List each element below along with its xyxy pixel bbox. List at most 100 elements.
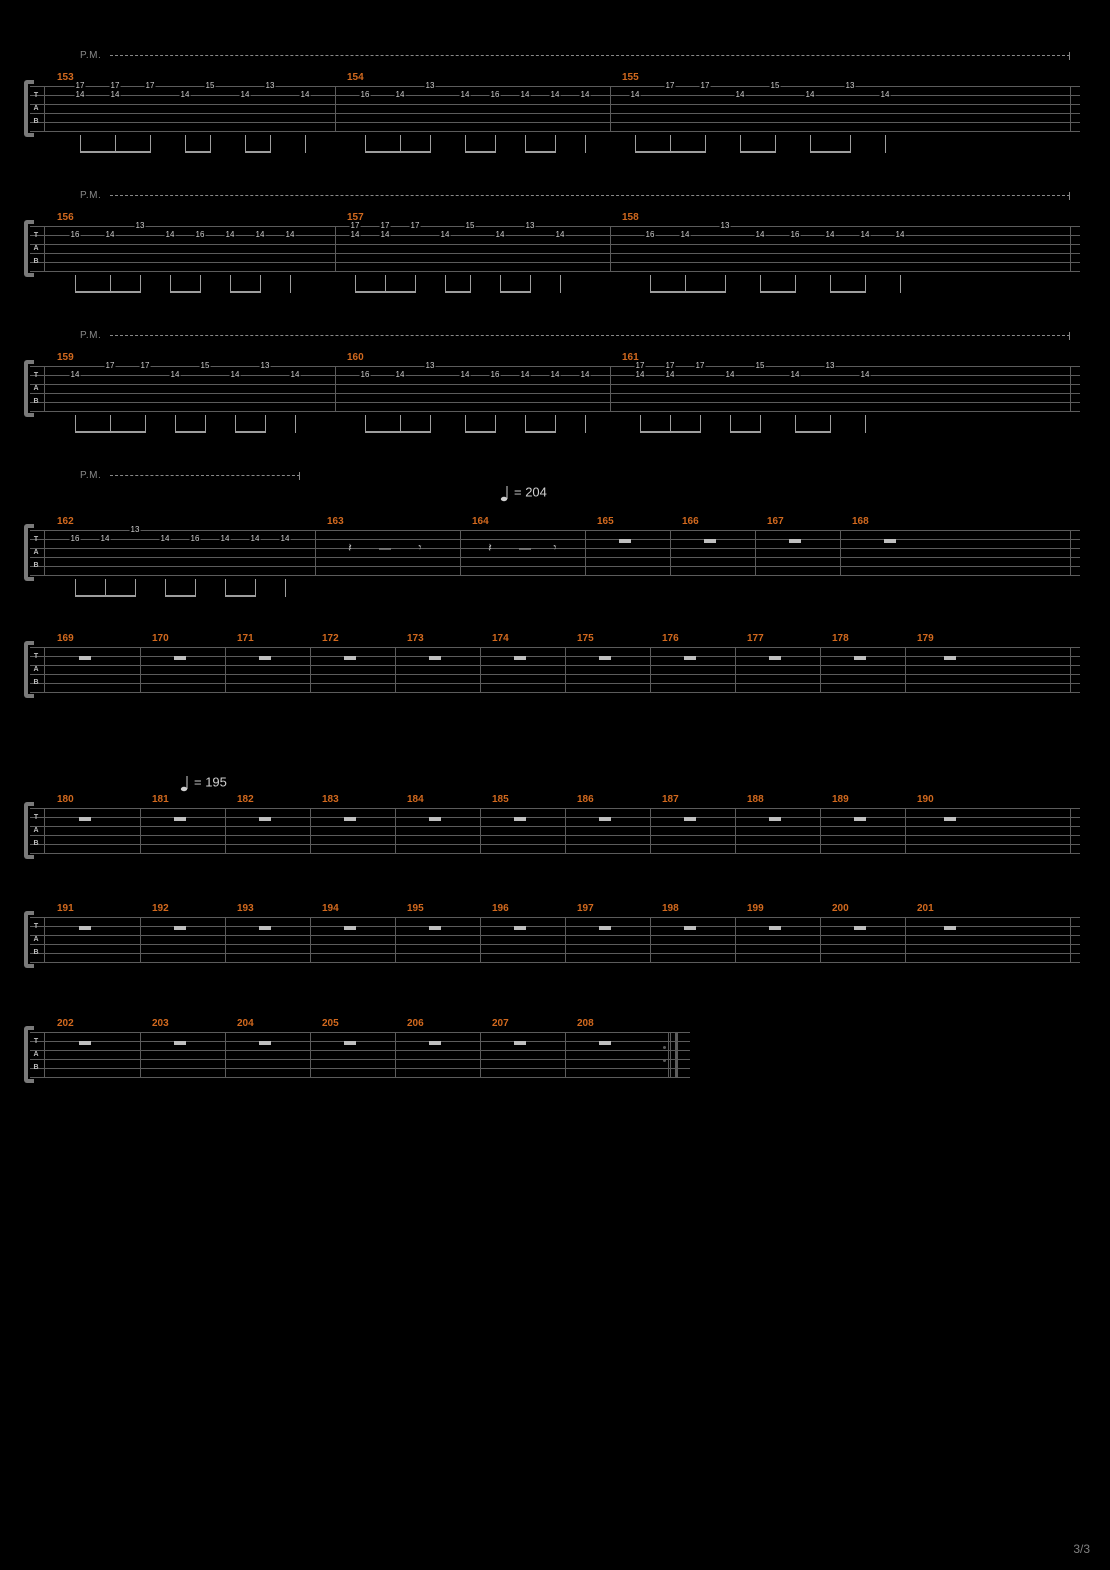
- note-beam: [225, 595, 255, 597]
- barline: [225, 917, 226, 962]
- fret-number-string1: 17: [665, 82, 676, 90]
- bar-number: 197: [577, 903, 594, 914]
- whole-rest: [854, 656, 866, 660]
- bar-number: 170: [152, 633, 169, 644]
- whole-rest: [514, 1041, 526, 1045]
- staff-line: [30, 226, 1080, 227]
- whole-rest: [79, 1041, 91, 1045]
- tab-staff: TAB1316141416141414𝄽—𝄾𝄽—𝄾: [30, 530, 1080, 575]
- note-beam: [185, 151, 210, 153]
- tab-staff: TAB1316141416141414171717151314141414141…: [30, 226, 1080, 271]
- fret-number-string1: 13: [265, 82, 276, 90]
- bar-number: 153: [57, 72, 74, 83]
- barline: [225, 647, 226, 692]
- fret-number-string1: 13: [135, 222, 146, 230]
- note-stem: [760, 415, 761, 433]
- whole-rest: [259, 817, 271, 821]
- note-stem: [885, 135, 886, 153]
- tab-clef-letter: B: [31, 840, 41, 847]
- system-bracket: [24, 364, 28, 413]
- bar-number: 172: [322, 633, 339, 644]
- note-beam: [80, 151, 150, 153]
- whole-rest: [429, 817, 441, 821]
- barline: [1070, 917, 1071, 962]
- note-beam: [235, 431, 265, 433]
- bar-number: 179: [917, 633, 934, 644]
- staff-line: [30, 366, 1080, 367]
- whole-rest: [769, 817, 781, 821]
- bar-number: 195: [407, 903, 424, 914]
- fret-number-string2: 14: [825, 231, 836, 239]
- bar-number: 198: [662, 903, 679, 914]
- palm-mute-label: P.M.: [80, 330, 101, 341]
- fret-number-string2: 16: [190, 535, 201, 543]
- bar-number: 200: [832, 903, 849, 914]
- whole-rest: [599, 817, 611, 821]
- barline: [650, 917, 651, 962]
- note-beam: [165, 595, 195, 597]
- whole-rest: [944, 656, 956, 660]
- fret-number-string2: 14: [520, 371, 531, 379]
- fret-number-string2: 14: [160, 535, 171, 543]
- note-stem: [195, 579, 196, 597]
- fret-number-string1: 15: [200, 362, 211, 370]
- note-beam: [795, 431, 830, 433]
- bar-number: 196: [492, 903, 509, 914]
- fret-number-string2: 14: [495, 231, 506, 239]
- note-beam: [760, 291, 795, 293]
- whole-rest: [944, 817, 956, 821]
- tab-staff: TAB: [30, 917, 1080, 962]
- bar-number: 161: [622, 352, 639, 363]
- fret-number-string1: 17: [105, 362, 116, 370]
- fret-number-string1: 15: [205, 82, 216, 90]
- quarter-note-icon: [500, 484, 510, 502]
- fret-number-string2: 14: [860, 231, 871, 239]
- staff-line: [30, 122, 1080, 123]
- fret-number-string1: 17: [380, 222, 391, 230]
- barline: [820, 917, 821, 962]
- bar-number: 182: [237, 794, 254, 805]
- fret-number-string2: 14: [285, 231, 296, 239]
- rhythm-slash: 𝄽: [488, 541, 492, 556]
- palm-mute-label: P.M.: [80, 190, 101, 201]
- note-beam: [640, 431, 700, 433]
- note-beam: [365, 431, 430, 433]
- barline: [480, 1032, 481, 1077]
- whole-rest: [174, 656, 186, 660]
- barline: [140, 1032, 141, 1077]
- staff-line: [30, 1077, 690, 1078]
- fret-number-string2: 16: [790, 231, 801, 239]
- whole-rest: [514, 817, 526, 821]
- whole-rest: [344, 656, 356, 660]
- fret-number-string2: 14: [75, 91, 86, 99]
- fret-number-string2: 14: [880, 91, 891, 99]
- fret-number-string1: 17: [665, 362, 676, 370]
- note-stem: [430, 415, 431, 433]
- note-stem: [260, 275, 261, 293]
- bar-number: 203: [152, 1018, 169, 1029]
- staff-line: [30, 271, 1080, 272]
- barline: [735, 917, 736, 962]
- tab-clef-letter: T: [31, 92, 41, 99]
- fret-number-string1: 13: [720, 222, 731, 230]
- whole-rest: [884, 539, 896, 543]
- fret-number-string1: 17: [110, 82, 121, 90]
- bar-number: 192: [152, 903, 169, 914]
- note-beam: [465, 151, 495, 153]
- note-stem: [850, 135, 851, 153]
- note-beam: [635, 151, 705, 153]
- whole-rest: [259, 926, 271, 930]
- tab-staff: TAB1717171513141414141413161414161414141…: [30, 86, 1080, 131]
- staff-line: [30, 826, 1080, 827]
- final-barline: [668, 1032, 678, 1077]
- tab-clef-letter: T: [31, 372, 41, 379]
- barline: [460, 530, 461, 575]
- fret-number-string2: 14: [790, 371, 801, 379]
- barline: [395, 1032, 396, 1077]
- barline: [395, 917, 396, 962]
- system-bracket: [24, 224, 28, 273]
- barline: [565, 647, 566, 692]
- note-stem: [585, 415, 586, 433]
- bar-number: 181: [152, 794, 169, 805]
- tab-staff: TAB1717151314141414131614141614141417171…: [30, 366, 1080, 411]
